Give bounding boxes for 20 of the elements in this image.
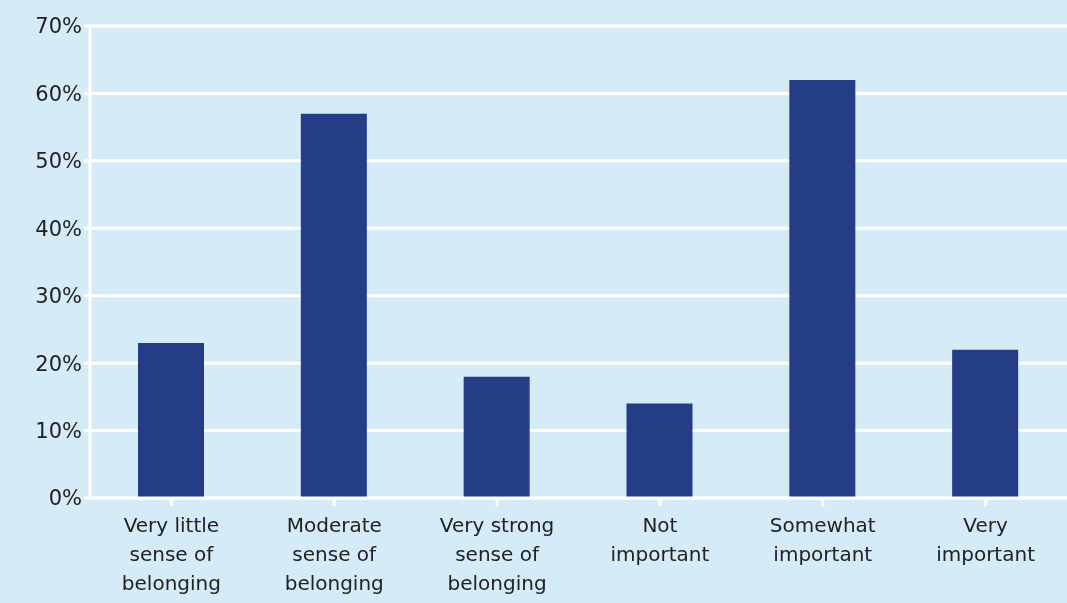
bar bbox=[463, 376, 530, 498]
x-tick-label: Very little sense of belonging bbox=[121, 513, 221, 596]
x-tick-label: Very important bbox=[936, 513, 1036, 567]
y-tick-label: 0% bbox=[48, 486, 82, 511]
x-tick-label: Somewhat important bbox=[769, 513, 876, 567]
x-tick-label: Moderate sense of belonging bbox=[284, 513, 384, 596]
y-tick-label: 50% bbox=[35, 149, 82, 174]
bar bbox=[300, 113, 367, 498]
y-tick-label: 20% bbox=[35, 351, 82, 376]
y-tick-label: 70% bbox=[35, 14, 82, 39]
bar bbox=[138, 342, 204, 498]
x-tick-label: Not important bbox=[610, 513, 710, 567]
y-tick-label: 10% bbox=[35, 419, 82, 444]
bar bbox=[626, 403, 693, 498]
y-tick-label: 30% bbox=[35, 284, 82, 309]
y-tick-label: 40% bbox=[35, 216, 82, 241]
x-tick-label: Very strong sense of belonging bbox=[439, 513, 555, 596]
bar bbox=[789, 79, 856, 498]
y-tick-label: 60% bbox=[35, 81, 82, 106]
bar bbox=[952, 349, 1019, 498]
